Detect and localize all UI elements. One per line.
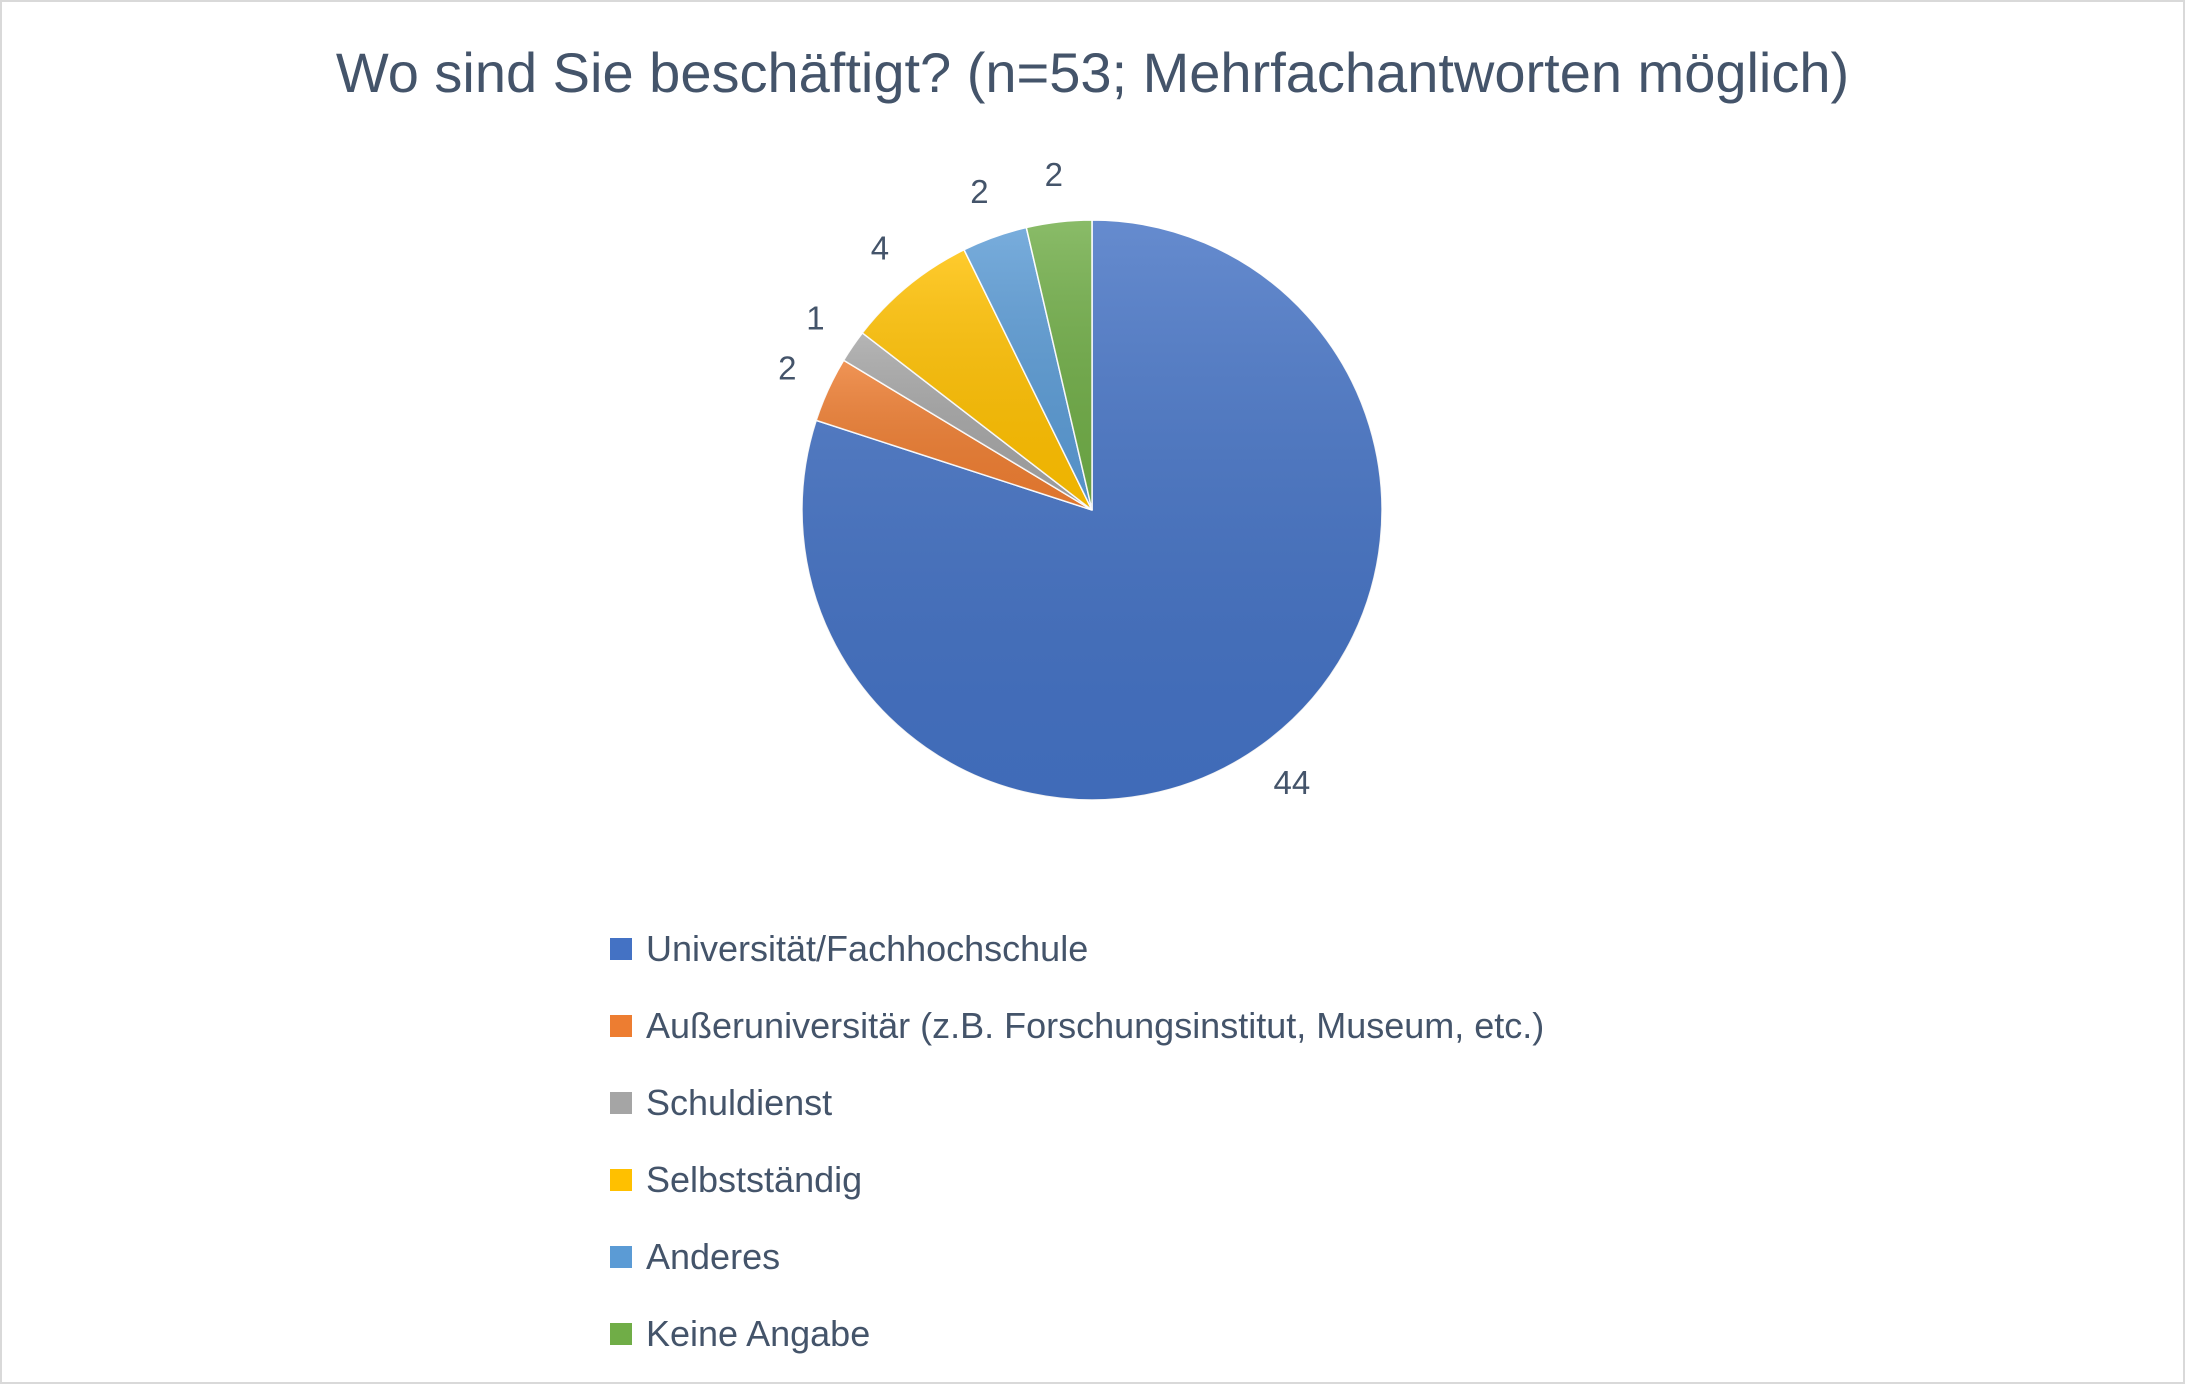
legend-item-schuldienst: Schuldienst xyxy=(610,1064,1544,1141)
pie-slice-shade-anderes xyxy=(964,227,1092,510)
data-label-ausseruniversitaer-z-b-forschungsinstitut-museum-etc: 2 xyxy=(778,350,796,387)
legend-label-anderes: Anderes xyxy=(646,1235,781,1277)
legend-label-keine-angabe: Keine Angabe xyxy=(646,1312,871,1354)
legend-swatch-keine-angabe xyxy=(610,1322,632,1345)
legend-swatch-schuldienst xyxy=(610,1091,632,1114)
pie-slice-shade-keine-angabe xyxy=(1026,220,1092,510)
legend-label-universitaet-fachhochschule: Universität/Fachhochschule xyxy=(646,927,1089,969)
legend-swatch-anderes xyxy=(610,1245,632,1268)
pie-slice-shade-selbststaendig xyxy=(862,249,1092,510)
data-label-anderes: 2 xyxy=(970,173,988,210)
legend-item-universitaet-fachhochschule: Universität/Fachhochschule xyxy=(610,910,1544,987)
data-label-universitaet-fachhochschule: 44 xyxy=(1273,764,1310,801)
legend-item-keine-angabe: Keine Angabe xyxy=(610,1295,1544,1372)
legend-swatch-universitaet-fachhochschule xyxy=(610,937,632,960)
legend-swatch-selbststaendig xyxy=(610,1168,632,1191)
pie-slice-shade-ausseruniversitaer-z-b-forschungsinstitut-museum-etc xyxy=(816,360,1092,510)
legend-label-selbststaendig: Selbstständig xyxy=(646,1158,863,1200)
pie-slice-shade-schuldienst xyxy=(843,332,1092,510)
chart-title: Wo sind Sie beschäftigt? (n=53; Mehrfach… xyxy=(335,41,1850,104)
legend-swatch-ausseruniversitaer-z-b-forschungsinstitut-museum-etc xyxy=(610,1014,632,1037)
legend-item-ausseruniversitaer-z-b-forschungsinstitut-museum-etc: Außeruniversitär (z.B. Forschungsinstitu… xyxy=(610,987,1544,1064)
data-label-selbststaendig: 4 xyxy=(871,229,889,266)
legend-label-ausseruniversitaer-z-b-forschungsinstitut-museum-etc: Außeruniversitär (z.B. Forschungsinstitu… xyxy=(646,1004,1545,1046)
data-label-schuldienst: 1 xyxy=(806,300,824,337)
data-label-keine-angabe: 2 xyxy=(1045,156,1063,193)
legend-item-selbststaendig: Selbstständig xyxy=(610,1141,1544,1218)
legend-item-anderes: Anderes xyxy=(610,1218,1544,1295)
legend-label-schuldienst: Schuldienst xyxy=(646,1081,833,1123)
chart-legend: Universität/Fachhochschule Außeruniversit… xyxy=(610,910,1544,1372)
